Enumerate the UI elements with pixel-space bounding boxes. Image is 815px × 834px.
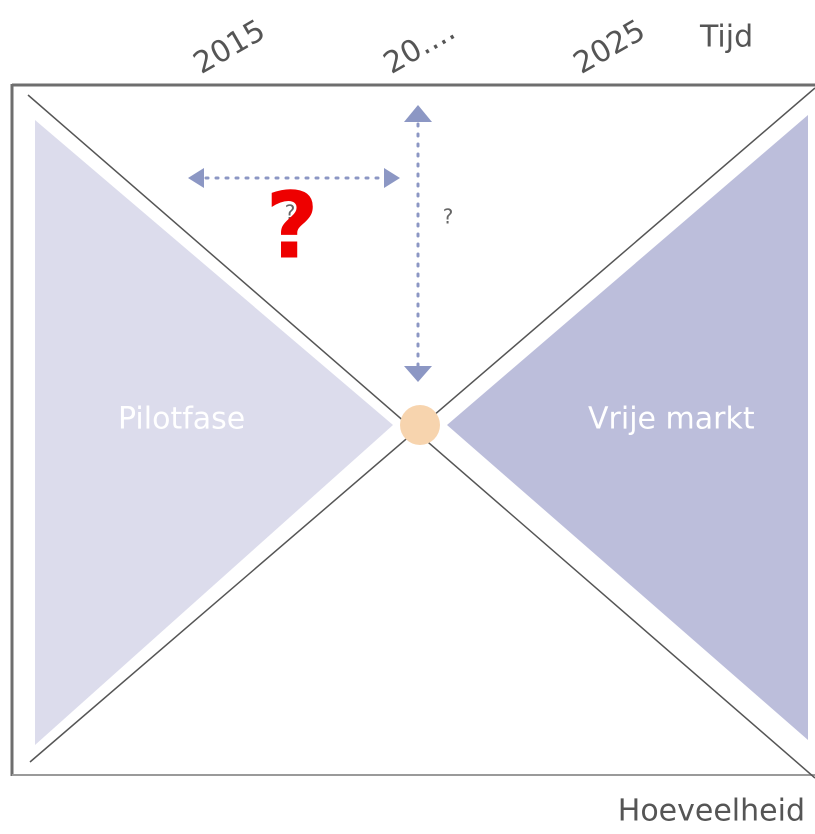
question-mark: ?: [285, 201, 296, 225]
question-mark: ?: [443, 205, 454, 229]
market-region: [447, 115, 808, 740]
big-question-mark: ?: [265, 172, 318, 279]
region-label: Pilotfase: [118, 402, 245, 437]
arrow-head: [404, 105, 432, 122]
y-axis-label: Hoeveelheid: [618, 794, 805, 829]
arrow-head: [404, 366, 432, 382]
pilot-region: [35, 120, 393, 745]
arrow-head: [188, 168, 204, 188]
region-label: Vrije markt: [588, 402, 755, 437]
center-point: [400, 405, 440, 445]
arrow-head: [384, 168, 400, 188]
x-axis-label: Tijd: [699, 20, 753, 55]
